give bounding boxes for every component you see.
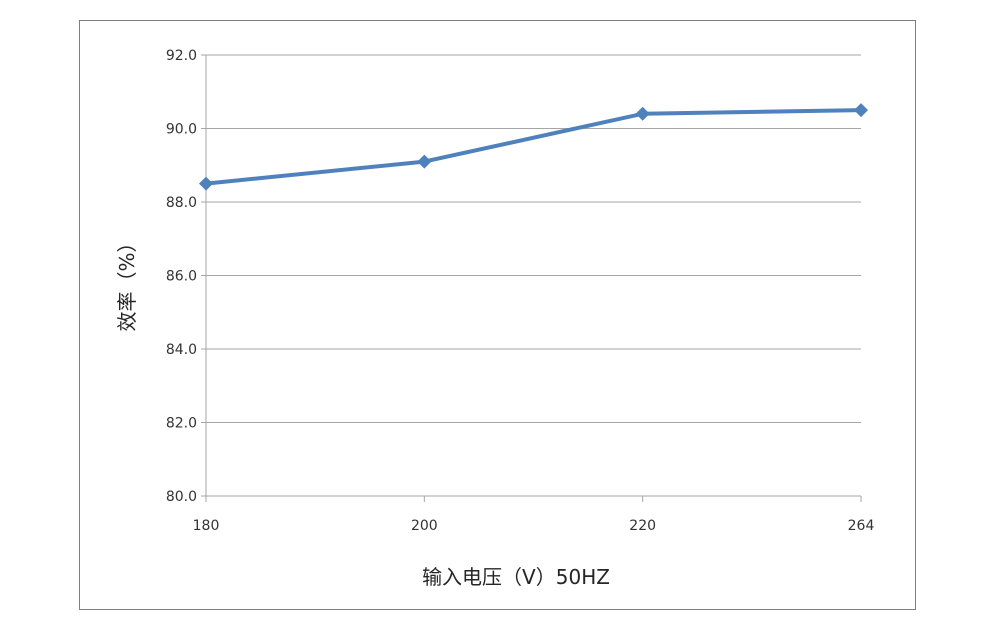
y-tick-label: 90.0 <box>166 122 197 138</box>
data-series <box>199 103 868 191</box>
y-tick-label: 86.0 <box>166 269 197 285</box>
data-point-marker <box>854 103 868 118</box>
data-point-marker <box>199 176 213 191</box>
data-point-marker <box>635 106 650 121</box>
y-tick-label: 92.0 <box>166 48 197 64</box>
axes <box>201 54 862 502</box>
data-point-marker <box>417 154 432 169</box>
y-tick-label: 82.0 <box>166 416 197 432</box>
x-tick-label: 200 <box>411 518 438 534</box>
x-tick-labels: 180 200 220 264 <box>193 518 875 534</box>
series-line <box>204 108 863 186</box>
y-tick-label: 80.0 <box>166 489 197 505</box>
x-tick-label: 264 <box>848 518 875 534</box>
y-tick-label: 88.0 <box>166 195 197 211</box>
y-axis-title: 效率（%） <box>115 232 139 331</box>
x-tick-label: 180 <box>193 518 220 534</box>
x-tick-label: 220 <box>629 518 656 534</box>
x-axis-title: 输入电压（V）50HZ <box>422 565 610 589</box>
chart-frame <box>79 20 916 610</box>
y-tick-label: 84.0 <box>166 342 197 358</box>
gridlines <box>206 54 861 423</box>
y-tick-labels: 80.0 82.0 84.0 86.0 88.0 90.0 92.0 <box>166 48 197 505</box>
